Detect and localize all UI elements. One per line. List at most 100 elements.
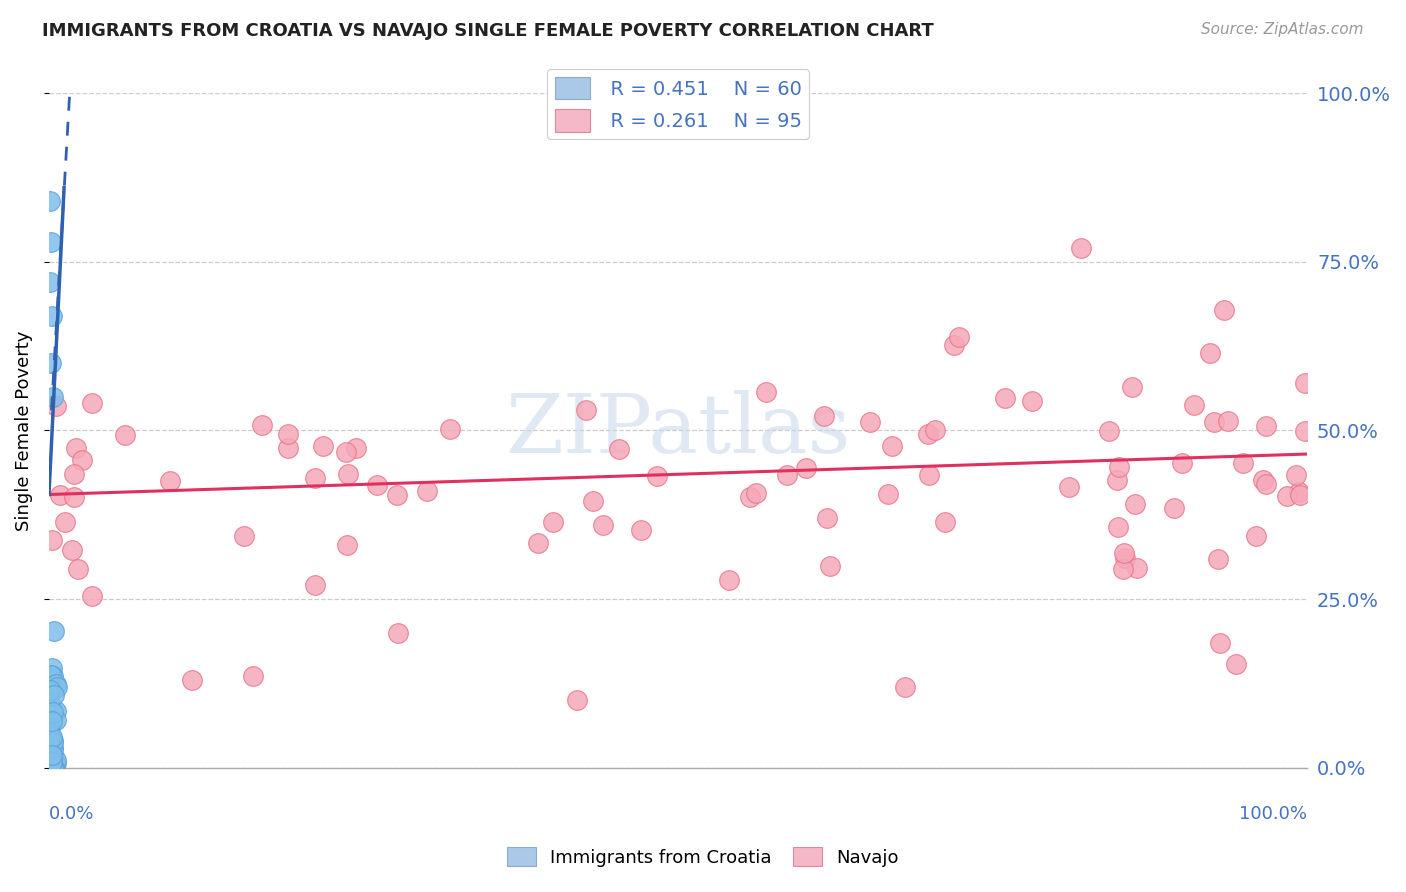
- Point: [1112, 562, 1135, 576]
- Point: [41, 683, 63, 698]
- Point: [45, 399, 67, 413]
- Point: [45, 705, 67, 719]
- Point: [39, 678, 62, 692]
- Point: [41, 356, 63, 370]
- Point: [72, 453, 94, 467]
- Point: [41, 706, 63, 720]
- Point: [39, 696, 62, 710]
- Point: [1098, 424, 1121, 438]
- Point: [39, 739, 62, 754]
- Text: 0.0%: 0.0%: [49, 805, 94, 822]
- Point: [948, 330, 970, 344]
- Point: [1288, 485, 1310, 500]
- Point: [1108, 460, 1130, 475]
- Y-axis label: Single Female Poverty: Single Female Poverty: [15, 330, 32, 531]
- Point: [776, 467, 799, 482]
- Point: [41, 533, 63, 548]
- Text: ZIPatlas: ZIPatlas: [505, 391, 851, 470]
- Point: [39, 235, 62, 249]
- Point: [1021, 394, 1043, 409]
- Point: [39, 194, 62, 208]
- Point: [1126, 561, 1149, 575]
- Point: [42, 669, 65, 683]
- Legend:   R = 0.451    N = 60,   R = 0.261    N = 95: R = 0.451 N = 60, R = 0.261 N = 95: [547, 70, 810, 139]
- Point: [42, 761, 65, 775]
- Point: [48, 488, 70, 502]
- Point: [1212, 302, 1234, 317]
- Point: [815, 511, 838, 525]
- Point: [1225, 657, 1247, 672]
- Point: [1112, 546, 1135, 560]
- Point: [1289, 488, 1312, 502]
- Point: [42, 624, 65, 638]
- Point: [38, 715, 60, 730]
- Point: [41, 756, 63, 771]
- Legend: Immigrants from Croatia, Navajo: Immigrants from Croatia, Navajo: [499, 840, 907, 874]
- Text: IMMIGRANTS FROM CROATIA VS NAVAJO SINGLE FEMALE POVERTY CORRELATION CHART: IMMIGRANTS FROM CROATIA VS NAVAJO SINGLE…: [42, 22, 934, 40]
- Point: [39, 731, 62, 745]
- Point: [859, 415, 882, 429]
- Point: [44, 761, 66, 775]
- Point: [344, 441, 367, 455]
- Point: [1163, 500, 1185, 515]
- Point: [527, 535, 550, 549]
- Point: [38, 683, 60, 698]
- Point: [41, 667, 63, 681]
- Point: [439, 422, 461, 436]
- Point: [1209, 636, 1232, 650]
- Point: [1206, 552, 1229, 566]
- Point: [42, 688, 65, 702]
- Point: [541, 515, 564, 529]
- Point: [1123, 497, 1146, 511]
- Point: [1202, 415, 1225, 429]
- Point: [39, 275, 62, 289]
- Point: [794, 460, 817, 475]
- Point: [882, 439, 904, 453]
- Point: [159, 474, 181, 488]
- Point: [39, 720, 62, 734]
- Point: [745, 485, 768, 500]
- Point: [336, 467, 359, 482]
- Point: [39, 761, 62, 775]
- Point: [304, 471, 326, 485]
- Point: [44, 756, 66, 770]
- Point: [934, 515, 956, 529]
- Point: [80, 590, 103, 604]
- Point: [1057, 480, 1080, 494]
- Point: [42, 741, 65, 756]
- Point: [1246, 529, 1268, 543]
- Point: [1256, 418, 1278, 433]
- Point: [42, 705, 65, 719]
- Point: [42, 761, 65, 775]
- Point: [876, 487, 898, 501]
- Point: [1198, 346, 1220, 360]
- Point: [38, 761, 60, 775]
- Point: [53, 516, 76, 530]
- Point: [232, 529, 254, 543]
- Point: [45, 713, 67, 727]
- Point: [114, 427, 136, 442]
- Point: [42, 390, 65, 404]
- Point: [592, 518, 614, 533]
- Point: [39, 714, 62, 729]
- Point: [304, 578, 326, 592]
- Point: [60, 542, 83, 557]
- Point: [567, 693, 589, 707]
- Point: [943, 338, 966, 352]
- Point: [630, 523, 652, 537]
- Point: [818, 558, 841, 573]
- Text: 100.0%: 100.0%: [1239, 805, 1308, 822]
- Point: [242, 669, 264, 683]
- Point: [1294, 376, 1316, 390]
- Point: [38, 719, 60, 733]
- Point: [39, 707, 62, 722]
- Point: [41, 661, 63, 675]
- Point: [1218, 414, 1240, 428]
- Point: [312, 439, 335, 453]
- Point: [1275, 489, 1298, 503]
- Point: [181, 673, 204, 688]
- Point: [335, 445, 357, 459]
- Point: [1285, 468, 1308, 483]
- Point: [1170, 456, 1192, 470]
- Point: [1294, 424, 1316, 438]
